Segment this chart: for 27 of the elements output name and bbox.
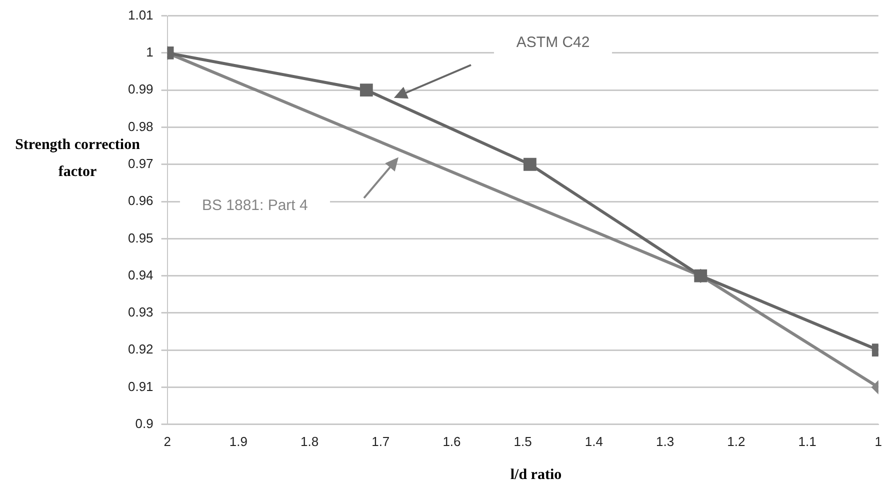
x-axis-title: l/d ratio xyxy=(509,467,563,484)
x-tick-label: 1.4 xyxy=(584,434,603,449)
y-tick-label: 0.93 xyxy=(128,304,154,320)
y-tick-label: 0.9 xyxy=(135,416,154,431)
y-tick-label: 0.96 xyxy=(128,193,154,208)
x-tick-label: 1.7 xyxy=(372,434,390,449)
x-tick-label: 1.6 xyxy=(442,434,461,449)
y-tick-label: 1 xyxy=(146,44,154,60)
x-tick-label: 1.5 xyxy=(514,434,532,449)
x-tick-label: 2 xyxy=(164,434,171,449)
text: ASTM C42 xyxy=(494,20,612,66)
y-tick-label: 0.94 xyxy=(128,267,154,282)
x-tick-label: 1.2 xyxy=(727,434,746,449)
x-tick-label: 1 xyxy=(874,434,882,449)
text: BS 1881: Part 4 xyxy=(180,183,330,228)
y-tick-label: 0.91 xyxy=(128,378,154,394)
x-tick-label: 1.9 xyxy=(229,434,248,449)
x-tick-label: 1.8 xyxy=(300,434,319,449)
y-tick-label: 0.92 xyxy=(128,342,154,357)
x-tick-label: 1.1 xyxy=(798,434,816,449)
x-tick-label: 1.3 xyxy=(656,434,674,449)
y-tick-label: 0.99 xyxy=(128,82,154,97)
y-tick-label: 1.01 xyxy=(128,7,154,22)
y-tick-label: 0.98 xyxy=(128,118,154,134)
y-tick-label: 0.95 xyxy=(128,230,154,246)
point xyxy=(524,158,536,171)
y-tick-label: 0.97 xyxy=(128,156,154,171)
